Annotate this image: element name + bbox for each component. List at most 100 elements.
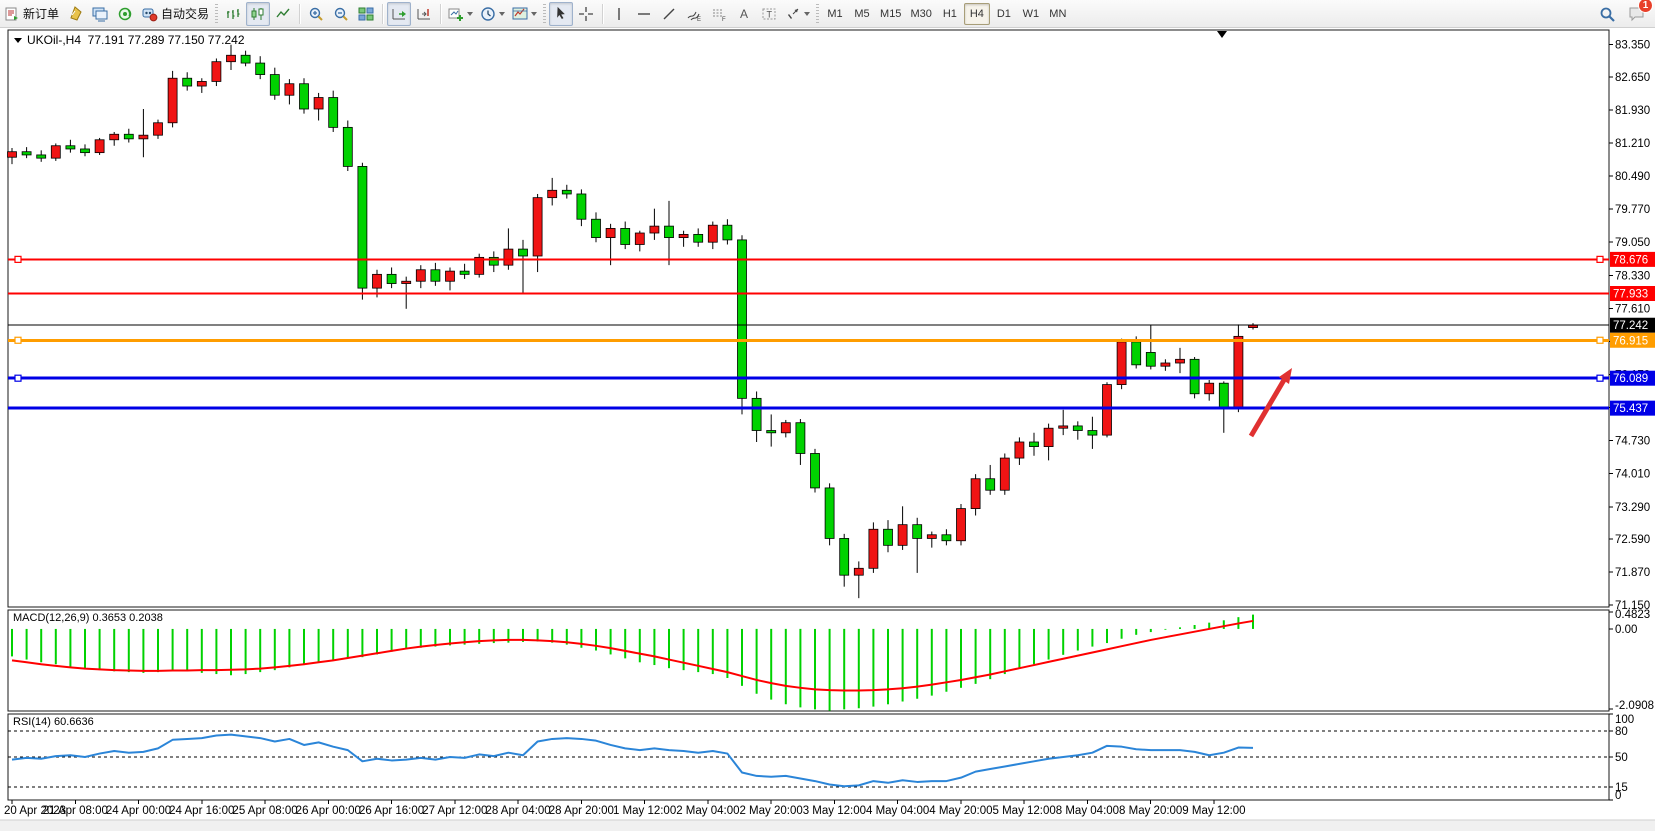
svg-text:77.610: 77.610	[1615, 303, 1650, 315]
timeframe-mn-button[interactable]: MN	[1049, 7, 1067, 20]
timeframe-d1-button[interactable]: D1	[996, 7, 1011, 20]
signals-button[interactable]	[113, 2, 137, 26]
zoom-in-button[interactable]	[304, 2, 328, 26]
notifications-button[interactable]: 1	[1625, 0, 1653, 26]
channel-icon: E	[687, 11, 701, 22]
svg-text:82.650: 82.650	[1615, 72, 1650, 84]
arrows-tool-button[interactable]	[782, 2, 813, 26]
svg-text:8 May 20:00: 8 May 20:00	[1119, 805, 1182, 817]
new-order-icon	[5, 7, 18, 21]
svg-text:0: 0	[1615, 790, 1621, 802]
trendline-tool-button[interactable]	[657, 2, 681, 26]
chart-shift-icon	[417, 8, 431, 19]
tile-windows-button[interactable]	[354, 2, 378, 26]
svg-text:76.915: 76.915	[1613, 335, 1648, 347]
svg-text:2 May 04:00: 2 May 04:00	[676, 805, 739, 817]
svg-text:79.050: 79.050	[1615, 237, 1650, 249]
svg-text:74.010: 74.010	[1615, 469, 1650, 481]
arrow-annotation	[1248, 368, 1292, 438]
chart-title-bar[interactable]: UKOil-,H4 77.191 77.289 77.150 77.242	[14, 33, 245, 47]
horizontal-line-tool-button[interactable]	[632, 2, 656, 26]
svg-text:24 Apr 16:00: 24 Apr 16:00	[169, 805, 234, 817]
timeframe-h4-button[interactable]: H4	[963, 2, 990, 25]
svg-text:28 Apr 20:00: 28 Apr 20:00	[549, 805, 614, 817]
price-badge	[1610, 400, 1655, 416]
svg-text:0.4823: 0.4823	[1615, 609, 1650, 621]
crosshair-tool-button[interactable]	[574, 2, 598, 26]
svg-text:81.210: 81.210	[1615, 138, 1650, 150]
timeframe-w1-button[interactable]: W1	[1022, 7, 1040, 20]
vertical-line-icon	[618, 7, 620, 20]
timeframe-m15-button[interactable]: M15	[880, 7, 902, 20]
periods-button[interactable]	[477, 2, 508, 26]
chevron-down-icon	[467, 11, 474, 16]
indicators-button[interactable]	[445, 2, 476, 26]
svg-text:74.730: 74.730	[1615, 436, 1650, 448]
svg-text:83.350: 83.350	[1615, 40, 1650, 52]
candlestick-chart-button[interactable]	[246, 1, 271, 26]
svg-text:5 May 12:00: 5 May 12:00	[993, 805, 1056, 817]
candles-layer	[7, 44, 1258, 599]
svg-text:78.676: 78.676	[1613, 254, 1648, 266]
chevron-down-icon	[499, 11, 506, 16]
svg-text:79.770: 79.770	[1615, 204, 1650, 216]
autotrading-button[interactable]: 自动交易	[138, 2, 212, 26]
fibonacci-tool-button[interactable]: F	[707, 2, 731, 26]
svg-text:77.933: 77.933	[1613, 289, 1648, 301]
timeframe-m5-button[interactable]: M5	[854, 7, 870, 20]
svg-text:8 May 04:00: 8 May 04:00	[1056, 805, 1119, 817]
chevron-down-icon	[804, 11, 811, 16]
new-order-button[interactable]: 新订单	[2, 2, 62, 26]
vertical-line-tool-button[interactable]	[607, 2, 631, 26]
bar-chart-button[interactable]	[221, 2, 245, 26]
toolbar-separator	[299, 3, 301, 24]
timeframe-h1-button[interactable]: H1	[942, 7, 957, 20]
auto-scroll-icon	[392, 8, 407, 19]
svg-text:4 May 04:00: 4 May 04:00	[866, 805, 929, 817]
rsi-indicator-label: RSI(14) 60.6636	[13, 716, 94, 728]
cursor-icon	[556, 6, 565, 20]
zoom-in-icon	[309, 7, 323, 21]
arrows-icon	[788, 8, 799, 19]
template-icon	[512, 7, 528, 19]
search-button[interactable]	[1595, 2, 1619, 26]
line-chart-button[interactable]	[271, 2, 295, 26]
chart-shift-marker	[1217, 31, 1227, 38]
profit-charts-button[interactable]	[63, 2, 87, 26]
svg-text:100: 100	[1615, 714, 1634, 726]
signal-icon	[118, 7, 132, 20]
autotrading-icon	[142, 8, 158, 21]
svg-text:2 May 20:00: 2 May 20:00	[739, 805, 802, 817]
toolbar-separator	[382, 3, 384, 24]
templates-button[interactable]	[509, 2, 540, 26]
symbol-dropdown-icon	[14, 37, 22, 43]
text-tool-button[interactable]: A	[732, 2, 756, 26]
chevron-down-icon	[531, 11, 538, 16]
toolbar-separator	[602, 3, 604, 24]
price-badge	[1610, 332, 1655, 348]
line-chart-icon	[276, 8, 290, 17]
chart-shift-button[interactable]	[412, 2, 436, 26]
price-badge	[1610, 251, 1655, 267]
svg-text:73.290: 73.290	[1615, 502, 1650, 514]
clock-icon	[481, 6, 495, 21]
svg-text:24 Apr 00:00: 24 Apr 00:00	[106, 805, 171, 817]
svg-text:75.437: 75.437	[1613, 403, 1648, 415]
cursor-tool-button[interactable]	[549, 1, 574, 26]
text-label-tool-button[interactable]: T	[757, 2, 781, 26]
channel-tool-button[interactable]: E	[682, 2, 706, 26]
timeframe-m30-button[interactable]: M30	[910, 7, 932, 20]
zoom-out-button[interactable]	[329, 2, 353, 26]
indicators-icon	[448, 8, 464, 21]
svg-text:25 Apr 08:00: 25 Apr 08:00	[232, 805, 297, 817]
svg-text:72.590: 72.590	[1615, 534, 1650, 546]
timeframe-m1-button[interactable]: M1	[827, 7, 843, 20]
svg-text:27 Apr 12:00: 27 Apr 12:00	[422, 805, 487, 817]
auto-scroll-button[interactable]	[387, 1, 412, 26]
price-badge	[1610, 370, 1655, 386]
market-watch-button[interactable]	[88, 2, 112, 26]
toolbar-separator	[440, 3, 442, 24]
